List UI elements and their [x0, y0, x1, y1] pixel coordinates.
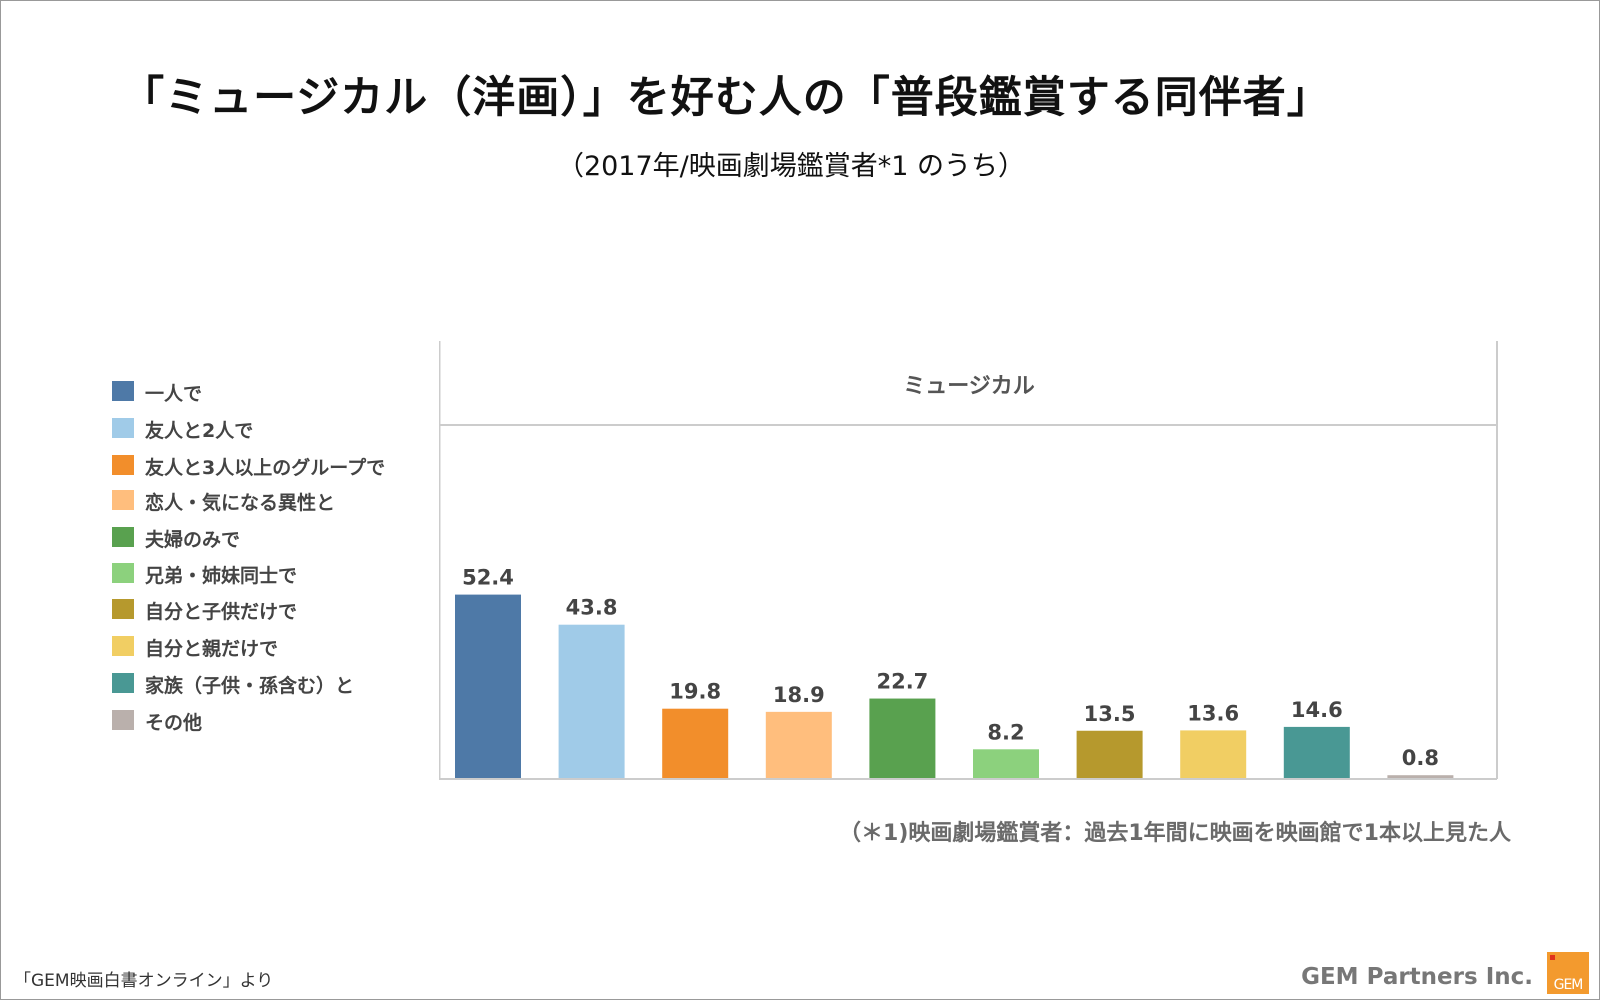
- legend-label: 家族（子供・孫含む）と: [145, 675, 355, 697]
- legend-label: 夫婦のみで: [145, 529, 241, 551]
- panel-title: ミュージカル: [903, 374, 1035, 399]
- gem-logo: GEM: [1547, 952, 1589, 994]
- legend-item-1: 一人で: [112, 379, 452, 405]
- legend-swatch: [112, 455, 134, 475]
- bar-10: [1387, 775, 1454, 778]
- legend-item-2: 友人と2人で: [112, 416, 452, 442]
- legend-item-7: 自分と子供だけで: [112, 597, 452, 623]
- legend-swatch: [112, 418, 134, 438]
- legend-swatch: [112, 710, 134, 730]
- bar-4: [765, 711, 832, 778]
- brand-name: GEM Partners Inc.: [1301, 964, 1533, 990]
- source-text: 「GEM映画白書オンライン」より: [14, 971, 274, 991]
- logo-dot: [1550, 955, 1555, 960]
- legend-item-4: 恋人・気になる異性と: [112, 488, 452, 514]
- legend-label: 友人と2人で: [145, 420, 254, 442]
- legend-item-9: 家族（子供・孫含む）と: [112, 671, 452, 697]
- bar-1: [455, 594, 521, 778]
- bar-value-label-5: 22.7: [876, 670, 928, 694]
- bar-value-label-3: 19.8: [669, 680, 721, 704]
- bar-7: [1076, 730, 1143, 778]
- bar-8: [1180, 730, 1247, 778]
- footnote: （＊1)映画劇場鑑賞者：過去1年間に映画を映画館で1本以上見た人: [839, 821, 1511, 846]
- legend-swatch: [112, 599, 134, 619]
- legend-label: その他: [145, 712, 203, 734]
- legend-swatch: [112, 490, 134, 510]
- bar-9: [1283, 726, 1350, 778]
- bar-value-label-6: 8.2: [987, 720, 1024, 744]
- bar-6: [973, 749, 1039, 778]
- bar-value-label-1: 52.4: [462, 566, 514, 590]
- legend-swatch: [112, 527, 134, 547]
- legend-label: 友人と3人以上のグループで: [145, 457, 386, 479]
- legend-label: 自分と親だけで: [145, 638, 279, 660]
- legend-item-10: その他: [112, 708, 452, 734]
- bar-value-label-9: 14.6: [1291, 698, 1343, 722]
- legend-swatch: [112, 381, 134, 401]
- bar-value-label-10: 0.8: [1402, 746, 1439, 770]
- legend-swatch: [112, 673, 134, 693]
- logo-text: GEM: [1553, 977, 1584, 993]
- legend-swatch: [112, 636, 134, 656]
- legend-label: 恋人・気になる異性と: [145, 492, 336, 514]
- chart-subtitle: （2017年/映画劇場鑑賞者*1 のうち）: [556, 151, 1026, 182]
- legend-item-3: 友人と3人以上のグループで: [112, 453, 452, 479]
- bars-group: 52.4 43.8 19.8 18.9 22.7 8.2 13.5 13.6 14.6 0.8: [455, 566, 1454, 778]
- legend-label: 自分と子供だけで: [145, 601, 298, 623]
- bar-3: [662, 708, 729, 778]
- bar-value-label-8: 13.6: [1187, 701, 1239, 725]
- legend-item-8: 自分と親だけで: [112, 634, 452, 660]
- bar-5: [869, 698, 936, 778]
- bar-chart: ミュージカル 52.4 43.8 19.8 18.9 22.7 8.2 13.5 13.6 14…: [439, 341, 1498, 780]
- legend-item-5: 夫婦のみで: [112, 525, 452, 551]
- legend-label: 一人で: [145, 383, 203, 405]
- bar-value-label-7: 13.5: [1084, 702, 1136, 726]
- chart-title: 「ミュージカル（洋画）」を好む人の「普段鑑賞する同伴者」: [121, 73, 1331, 123]
- bar-value-label-4: 18.9: [773, 683, 825, 707]
- bar-value-label-2: 43.8: [566, 596, 618, 620]
- legend-swatch: [112, 563, 134, 583]
- legend-label: 兄弟・姉妹同士で: [145, 565, 298, 587]
- legend-item-6: 兄弟・姉妹同士で: [112, 561, 452, 587]
- bar-2: [558, 624, 625, 778]
